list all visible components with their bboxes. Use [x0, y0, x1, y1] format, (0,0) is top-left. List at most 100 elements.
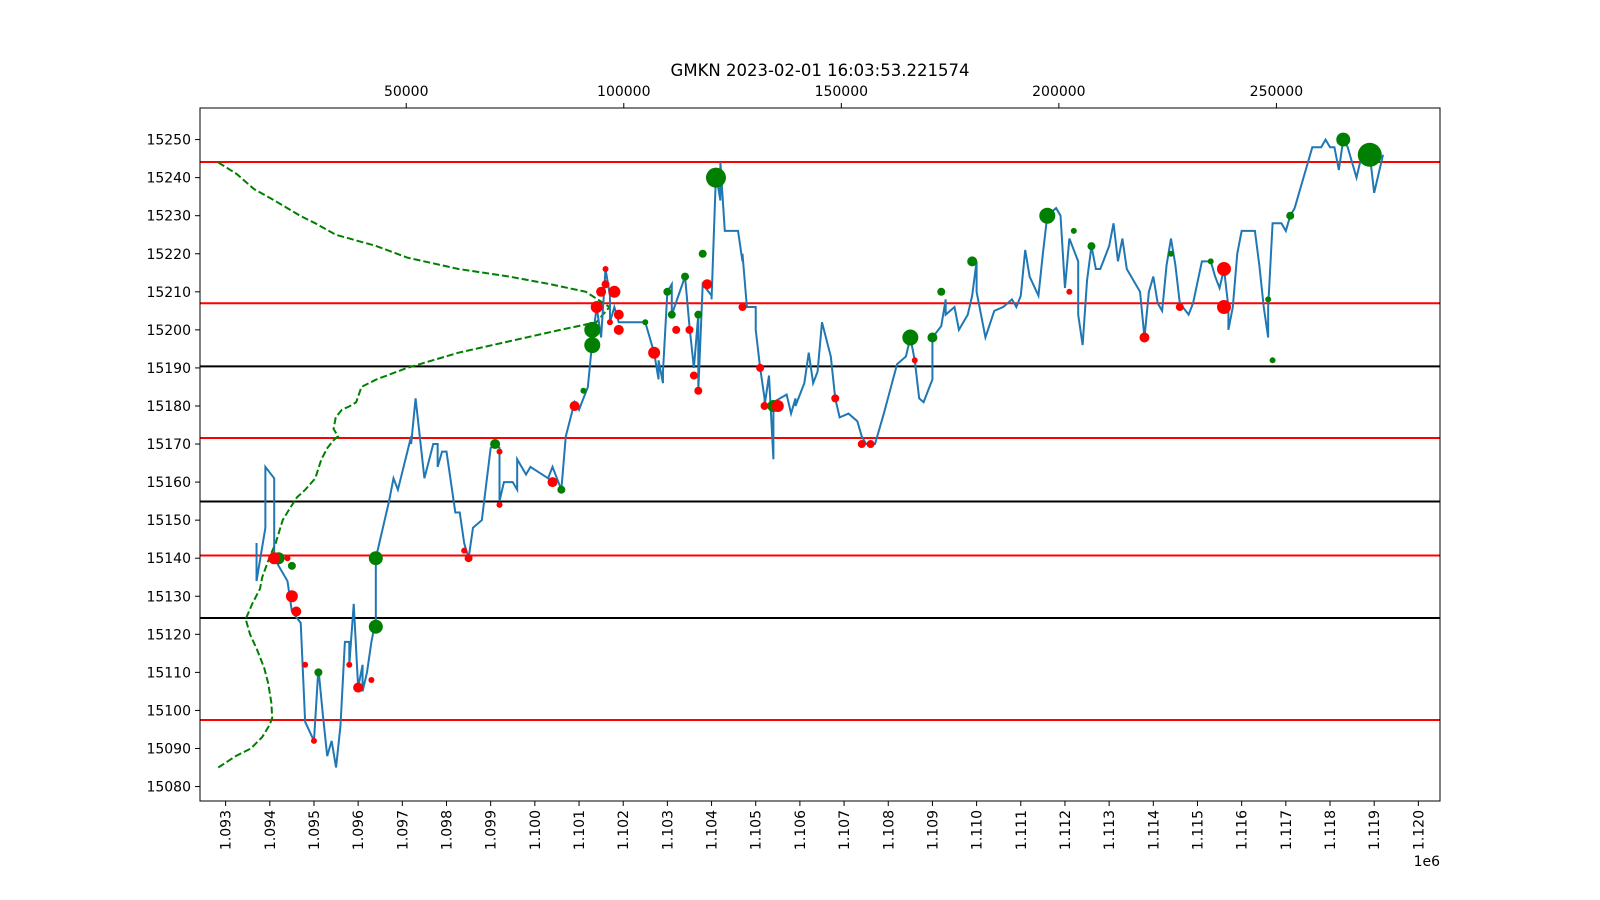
x-tick-label: 1.116 [1235, 810, 1251, 850]
sell-marker [1139, 332, 1150, 343]
x-tick-label: 1.101 [572, 810, 588, 850]
x-tick-label: 1.095 [307, 810, 323, 850]
sell-marker [1066, 288, 1073, 295]
y-tick-label: 15240 [146, 171, 191, 187]
x-tick-label: 1.105 [749, 810, 765, 850]
plot-area [200, 132, 1440, 769]
x-tick-label: 1.093 [219, 810, 235, 850]
y-tick-label: 15250 [146, 133, 191, 149]
buy-marker [1039, 207, 1056, 224]
buy-marker [490, 439, 501, 450]
sell-marker [602, 265, 609, 272]
chart-title: GMKN 2023-02-01 16:03:53.221574 [671, 61, 970, 80]
y-tick-label: 15170 [146, 437, 191, 453]
y-tick-label: 15230 [146, 209, 191, 225]
buy-marker [584, 321, 601, 338]
sell-marker [756, 363, 765, 372]
sell-marker [353, 682, 364, 693]
sell-marker [464, 554, 473, 563]
buy-marker [1070, 227, 1077, 234]
buy-marker [580, 387, 587, 394]
sell-marker [1216, 261, 1231, 276]
x-tick-label: 1.113 [1102, 810, 1118, 850]
x2-tick-label: 150000 [815, 84, 868, 100]
sell-marker [857, 440, 866, 449]
volume-profile [217, 161, 611, 769]
x-offset-label: 1e6 [1414, 854, 1441, 870]
buy-marker [368, 551, 383, 566]
buy-marker [694, 310, 703, 319]
buy-marker [1087, 242, 1096, 251]
x-tick-label: 1.102 [616, 810, 632, 850]
sell-marker [1175, 303, 1184, 312]
buy-marker [1286, 211, 1295, 220]
buy-marker [937, 287, 946, 296]
buy-marker [1207, 258, 1214, 265]
price-line [255, 136, 1384, 768]
x-tick-label: 1.094 [263, 810, 279, 850]
buy-marker [698, 249, 707, 258]
y-tick-label: 15090 [146, 741, 191, 757]
sell-marker [496, 448, 503, 455]
x-tick-label: 1.109 [925, 810, 941, 850]
x-tick-label: 1.119 [1367, 810, 1383, 850]
y-tick-label: 15210 [146, 285, 191, 301]
sell-marker [368, 676, 375, 683]
buy-marker [584, 337, 601, 354]
sell-marker [1216, 300, 1231, 315]
sell-marker [608, 285, 621, 298]
sell-marker [672, 325, 681, 334]
buy-marker [642, 319, 649, 326]
x-tick-label: 1.107 [837, 810, 853, 850]
x-tick-label: 1.106 [793, 810, 809, 850]
sell-marker [601, 280, 610, 289]
sell-marker [771, 399, 784, 412]
x-tick-label: 1.117 [1279, 810, 1295, 850]
buy-marker [1167, 250, 1174, 257]
buy-marker [663, 287, 672, 296]
sell-marker [461, 547, 468, 554]
buy-marker [927, 332, 938, 343]
y-tick-label: 15200 [146, 323, 191, 339]
buy-marker [1269, 357, 1276, 364]
x-tick-label: 1.104 [705, 810, 721, 850]
sell-marker [738, 303, 747, 312]
x-tick-label: 1.096 [351, 810, 367, 850]
sell-marker [596, 286, 607, 297]
x-tick-label: 1.115 [1190, 810, 1206, 850]
y-tick-label: 15130 [146, 589, 191, 605]
sell-marker [284, 555, 291, 562]
sell-marker [310, 737, 317, 744]
sell-marker [866, 440, 875, 449]
y-tick-label: 15150 [146, 513, 191, 529]
x-tick-label: 1.120 [1411, 810, 1427, 850]
buy-marker [368, 619, 383, 634]
sell-marker [613, 309, 624, 320]
y-tick-label: 15190 [146, 361, 191, 377]
x2-tick-label: 50000 [384, 84, 429, 100]
x-tick-label: 1.111 [1014, 810, 1030, 850]
buy-marker [667, 310, 676, 319]
sell-marker [346, 661, 353, 668]
buy-marker [287, 561, 296, 570]
x-tick-label: 1.112 [1058, 810, 1074, 850]
y-tick-label: 15220 [146, 247, 191, 263]
sell-marker [685, 325, 694, 334]
x2-tick-label: 200000 [1032, 84, 1085, 100]
buy-marker [1336, 132, 1351, 147]
sell-marker [694, 386, 703, 395]
y-tick-label: 15080 [146, 780, 191, 796]
x2-tick-label: 250000 [1250, 84, 1303, 100]
sell-marker [496, 501, 503, 508]
y-tick-label: 15100 [146, 703, 191, 719]
x-tick-label: 1.114 [1146, 810, 1162, 850]
sell-marker [911, 357, 918, 364]
buy-marker [1357, 142, 1382, 167]
sell-marker [648, 346, 661, 359]
sell-marker [606, 319, 613, 326]
buy-marker [902, 329, 919, 346]
x-tick-label: 1.118 [1323, 810, 1339, 850]
